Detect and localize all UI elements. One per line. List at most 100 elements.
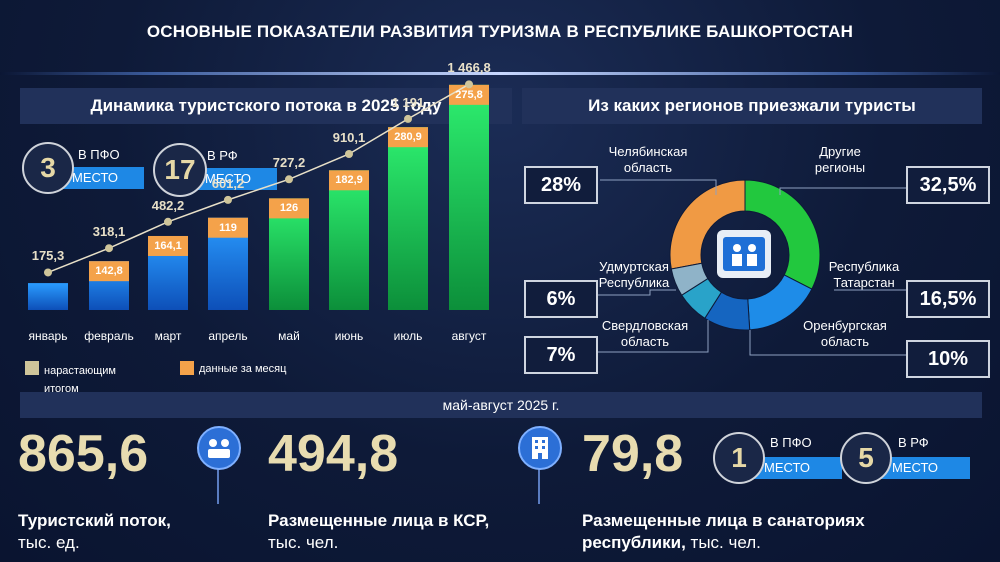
bar-monthly-март <box>148 235 188 256</box>
stat-sanatorium-label-main: Размещенные лица в санаториях <box>582 511 865 530</box>
stem-1 <box>217 462 219 504</box>
cumulative-dot-март <box>164 217 172 226</box>
tourist-figure-body-2 <box>747 254 757 266</box>
tourist-figure-body-1 <box>732 254 742 266</box>
bottom-rank-pfo-tag: МЕСТО <box>752 457 842 479</box>
tourists-icon-board <box>723 237 765 271</box>
month-label-январь: январь <box>28 329 68 343</box>
cumulative-dot-январь <box>44 268 52 277</box>
tourist-figure-head-2 <box>748 244 756 252</box>
stat-tourist-flow-unit: тыс. ед. <box>18 533 80 552</box>
monthly-value-май: 126 <box>279 202 299 215</box>
connector-other <box>779 187 906 195</box>
bar-monthly-февраль <box>89 261 129 282</box>
cumulative-dot-июль <box>404 114 412 123</box>
region-tatarstan-label: Республика Татарстан <box>828 259 900 290</box>
connector-lines <box>598 179 906 356</box>
rank-rf-tag: МЕСТО <box>193 168 277 190</box>
rank-pfo-tag: МЕСТО <box>60 167 144 189</box>
region-chelyabinsk-label: Челябинская область <box>608 144 688 175</box>
region-sverdlovsk-pct: 7% <box>524 336 598 374</box>
rank-pfo-number: 3 <box>22 142 74 194</box>
connector-chelyabinsk <box>600 179 717 195</box>
regions-header: Из каких регионов приезжали туристы <box>522 88 982 124</box>
bottom-rank-rf-label: В РФ <box>898 435 929 450</box>
month-label-май: май <box>278 329 300 343</box>
cumulative-value-май: 727,2 <box>272 155 306 171</box>
monthly-value-февраль: 142,8 <box>95 265 123 278</box>
rank-rf-label: В РФ <box>207 148 238 163</box>
month-label-февраль: февраль <box>84 329 134 343</box>
month-label-июль: июль <box>393 329 423 343</box>
bar-январь <box>28 283 68 310</box>
monthly-value-июль: 280,9 <box>394 131 422 144</box>
cumulative-value-март: 482,2 <box>151 197 185 213</box>
stat-tourist-flow-label-main: Туристский поток, <box>18 511 171 530</box>
stat-ksr-value: 494,8 <box>268 425 399 483</box>
stat-sanatorium-label-main-2: республики, <box>582 533 686 552</box>
cumulative-value-июнь: 910,1 <box>332 129 366 145</box>
region-other-pct: 32,5% <box>906 166 990 204</box>
monthly-value-март: 164,1 <box>154 239 182 252</box>
cumulative-value-апрель: 601,2 <box>211 175 245 191</box>
regions-donut-chart <box>598 179 906 356</box>
stat-ksr-label: Размещенные лица в КСР, тыс. чел. <box>268 510 489 554</box>
bar-monthly-июнь <box>329 170 369 191</box>
cumulative-dot-август <box>465 80 473 89</box>
stat-sanatorium-unit: тыс. чел. <box>685 533 761 552</box>
monthly-value-июнь: 182,9 <box>335 174 363 187</box>
bottom-rank-rf-tag: МЕСТО <box>880 457 970 479</box>
bar-июнь <box>329 170 369 310</box>
legend-monthly-label: данные за месяц <box>199 363 287 375</box>
cumulative-dot-апрель <box>224 195 232 204</box>
monthly-value-апрель: 119 <box>219 221 237 234</box>
page-title: ОСНОВНЫЕ ПОКАЗАТЕЛИ РАЗВИТИЯ ТУРИЗМА В Р… <box>146 22 854 41</box>
cumulative-value-июль: 1 191 <box>391 94 425 110</box>
tourist-figure-head-1 <box>733 244 741 252</box>
region-orenburg-pct: 10% <box>906 340 990 378</box>
bottom-rank-rf-number: 5 <box>840 432 892 484</box>
bar-июль <box>388 127 428 310</box>
region-udmurt-label: Удмуртская Республика <box>598 259 670 290</box>
period-bar: май-август 2025 г. <box>20 392 982 418</box>
rank-pfo-label: В ПФО <box>78 147 120 162</box>
connector-udmurt <box>598 289 676 296</box>
bottom-rank-pfo-number: 1 <box>713 432 765 484</box>
connector-orenburg <box>749 330 906 356</box>
region-other-label: Другие регионы <box>814 144 866 175</box>
cumulative-dot-май <box>285 175 293 184</box>
connector-sverdlovsk <box>598 320 709 353</box>
stat-ksr-label-main: Размещенные лица в КСР, <box>268 511 490 530</box>
region-orenburg-label: Оренбургская область <box>803 318 887 349</box>
stat-sanatorium-value: 79,8 <box>582 425 684 483</box>
month-label-август: август <box>451 329 487 343</box>
cumulative-value-август: 1 466,8 <box>447 60 491 76</box>
bar-monthly-май <box>269 198 309 219</box>
cumulative-trend-line <box>47 83 470 274</box>
bottom-rank-pfo-label: В ПФО <box>770 435 812 450</box>
tourist-flow-chart <box>28 80 489 311</box>
month-label-март: март <box>154 329 182 343</box>
cumulative-value-январь: 175,3 <box>31 248 65 264</box>
stat-sanatorium-label: Размещенные лица в санаториях республики… <box>582 510 865 554</box>
cumulative-value-февраль: 318,1 <box>92 224 126 240</box>
bar-monthly-апрель <box>208 217 248 238</box>
region-chelyabinsk-pct: 28% <box>524 166 598 204</box>
monthly-value-август: 275,8 <box>455 88 483 101</box>
cumulative-dot-июнь <box>345 149 353 158</box>
title-divider <box>0 72 1000 75</box>
legend-monthly-swatch <box>180 361 194 375</box>
donut-slice-5 <box>670 262 709 296</box>
stat-tourist-flow-label: Туристский поток, тыс. ед. <box>18 510 171 554</box>
bar-monthly-июль <box>388 127 428 148</box>
month-label-июнь: июнь <box>334 329 364 343</box>
stat-tourist-flow-value: 865,6 <box>18 425 149 483</box>
region-sverdlovsk-label: Свердловская область <box>601 318 689 349</box>
stat-ksr-unit: тыс. чел. <box>268 533 339 552</box>
legend-cumulative-swatch <box>25 361 39 375</box>
hotel-building-icon <box>518 426 562 470</box>
rank-rf-number: 17 <box>153 143 207 197</box>
bar-август <box>449 84 489 311</box>
region-tatarstan-pct: 16,5% <box>906 280 990 318</box>
people-meeting-icon <box>197 426 241 470</box>
